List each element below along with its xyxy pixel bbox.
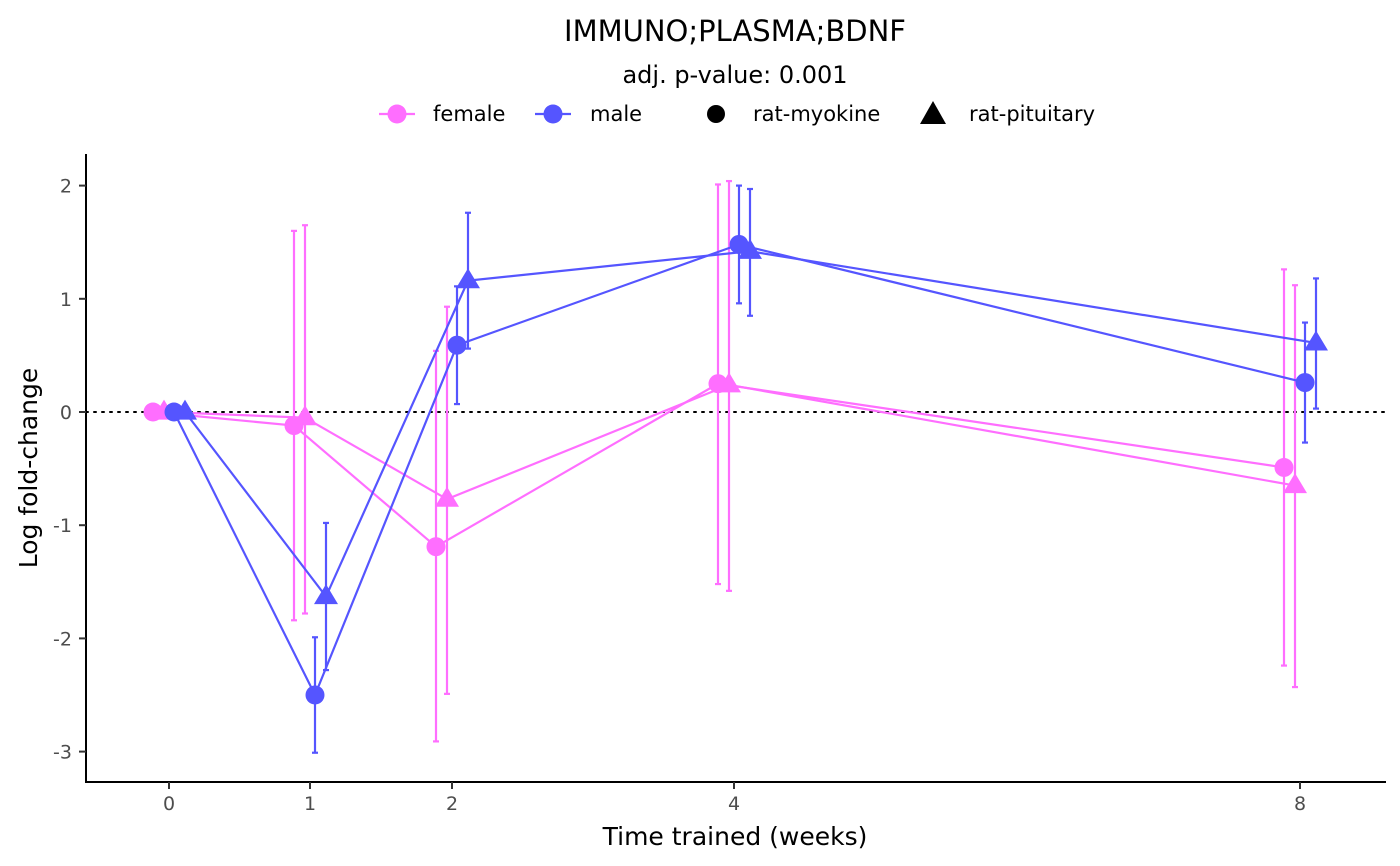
- y-tick-label: -2: [53, 628, 72, 650]
- x-tick-label: 0: [163, 793, 175, 815]
- y-tick-label: -3: [53, 742, 72, 764]
- x-tick-label: 4: [728, 793, 740, 815]
- legend-male-label: male: [590, 102, 642, 126]
- male-rat-pituitary-point: [738, 238, 762, 259]
- legend-female-symbol: [387, 104, 407, 124]
- y-tick-label: 1: [60, 289, 72, 311]
- male-rat-pituitary-point: [173, 399, 197, 420]
- x-tick-label: 1: [304, 793, 316, 815]
- x-tick-label: 2: [446, 793, 458, 815]
- chart-title: IMMUNO;PLASMA;BDNF: [564, 14, 906, 48]
- male-rat-myokine-point: [305, 685, 325, 705]
- male-rat-myokine-line: [173, 243, 1306, 698]
- legend-rat-pituitary-label: rat-pituitary: [969, 102, 1095, 126]
- y-axis-title: Log fold-change: [14, 368, 43, 569]
- series-lines: [152, 243, 1317, 698]
- legend: female male rat-myokine rat-pituitary: [379, 101, 1095, 126]
- y-axis-ticks: -3 -2 -1 0 1 2: [53, 176, 86, 764]
- x-tick-label: 8: [1294, 793, 1306, 815]
- male-rat-myokine-point: [1295, 373, 1315, 393]
- error-bars: [291, 179, 1319, 754]
- y-tick-label: 2: [60, 176, 72, 198]
- legend-rat-myokine-label: rat-myokine: [753, 102, 880, 126]
- male-rat-myokine-point: [729, 234, 749, 254]
- female-rat-pituitary-point: [1283, 473, 1307, 494]
- female-rat-pituitary-point: [717, 372, 741, 393]
- legend-rat-myokine-symbol: [707, 105, 725, 123]
- plot-panel: [85, 179, 1387, 754]
- chart-subtitle: adj. p-value: 0.001: [622, 61, 847, 89]
- legend-female-label: female: [433, 102, 505, 126]
- y-axis: -3 -2 -1 0 1 2: [53, 154, 87, 782]
- legend-male-symbol: [543, 104, 563, 124]
- male-rat-pituitary-point: [1304, 330, 1328, 351]
- x-axis: 0 1 2 4 8: [85, 781, 1386, 815]
- y-tick-label: 0: [60, 402, 72, 424]
- male-rat-pituitary-point: [456, 268, 480, 289]
- x-axis-title: Time trained (weeks): [602, 822, 868, 851]
- male-rat-pituitary-point: [314, 584, 338, 605]
- female-rat-myokine-point: [1274, 457, 1294, 477]
- legend-rat-pituitary-symbol: [920, 101, 946, 124]
- y-tick-label: -1: [53, 515, 72, 537]
- female-rat-pituitary-point: [293, 405, 317, 426]
- data-points: [143, 234, 1328, 705]
- female-rat-pituitary-point: [435, 486, 459, 507]
- male-rat-myokine-point: [447, 335, 467, 355]
- female-rat-myokine-point: [426, 537, 446, 557]
- x-axis-ticks: 0 1 2 4 8: [163, 782, 1306, 815]
